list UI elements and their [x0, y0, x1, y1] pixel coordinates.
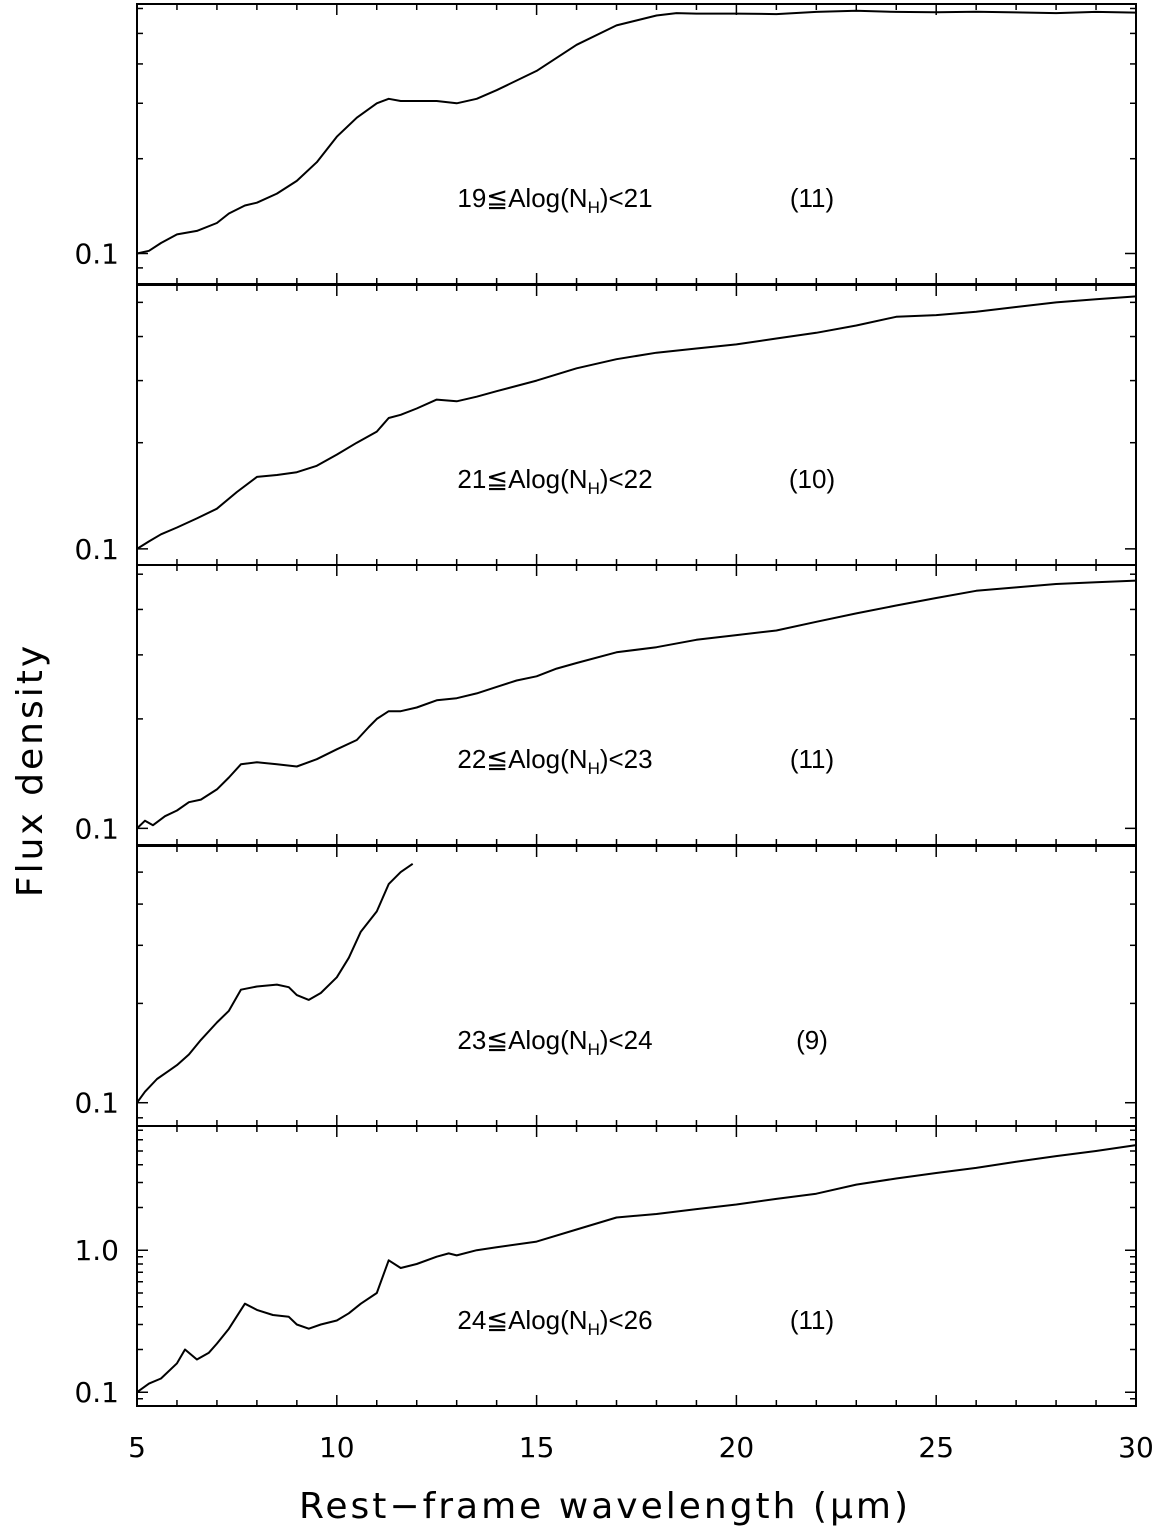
panel-2: 0.1 21≦Alog(NH)<22 (10)	[74, 284, 1137, 566]
y-axis-title: Flux density	[10, 643, 51, 897]
panel-count: (11)	[790, 183, 834, 213]
panel-label: 19≦Alog(NH)<21	[457, 183, 652, 217]
x-axis-title: Rest−frame wavelength (μm)	[299, 1486, 911, 1527]
panel-count: (11)	[790, 744, 834, 774]
panel-frame	[136, 284, 1137, 566]
series-line	[136, 1144, 1137, 1394]
panel-frame	[136, 3, 1137, 285]
series-line	[136, 579, 1137, 830]
panels-layer: 0.1 19≦Alog(NH)<21 (11) 0.1 21≦Alog(NH)<22 (1…	[74, 3, 1137, 1409]
x-tick-label: 10	[319, 1431, 355, 1464]
y-tick-label: 0.1	[74, 533, 119, 566]
panel-3: 0.1 22≦Alog(NH)<23 (11)	[74, 564, 1137, 846]
x-tick-label: 25	[918, 1431, 954, 1464]
x-tick-label: 20	[719, 1431, 755, 1464]
panel-count: (11)	[790, 1305, 834, 1335]
y-tick-label: 0.1	[74, 1087, 119, 1120]
panel-label: 23≦Alog(NH)<24	[457, 1025, 652, 1059]
y-tick-label: 0.1	[74, 1376, 119, 1409]
series-line	[136, 9, 1137, 255]
panel-label: 24≦Alog(NH)<26	[457, 1305, 652, 1339]
y-tick-label: 0.1	[74, 237, 119, 270]
x-tick-label: 30	[1118, 1431, 1154, 1464]
series-line	[136, 295, 1137, 550]
panel-4: 0.1 23≦Alog(NH)<24 (9)	[74, 845, 1137, 1127]
panel-count: (9)	[796, 1025, 828, 1055]
panel-1: 0.1 19≦Alog(NH)<21 (11)	[74, 3, 1137, 285]
panel-count: (10)	[789, 464, 835, 494]
series-line	[136, 862, 414, 1104]
panel-frame	[136, 564, 1137, 846]
y-tick-label: 1.0	[74, 1234, 119, 1267]
panel-label: 21≦Alog(NH)<22	[457, 464, 652, 498]
panel-label: 22≦Alog(NH)<23	[457, 744, 652, 778]
panel-frame	[136, 1125, 1137, 1407]
x-tick-label: 15	[519, 1431, 555, 1464]
x-axis-tick-labels: 5 10 15 20 25 30	[128, 1431, 1154, 1464]
x-tick-label: 5	[128, 1431, 146, 1464]
panel-5: 0.1 1.0 24≦Alog(NH)<26 (11)	[74, 1125, 1137, 1409]
y-tick-label: 0.1	[74, 812, 119, 845]
